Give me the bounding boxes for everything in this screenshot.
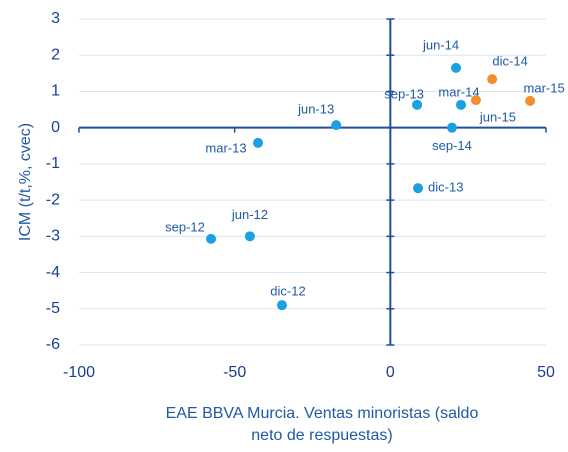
- point: [244, 231, 255, 242]
- point: [456, 99, 467, 110]
- point: [470, 95, 481, 106]
- point-label: mar-14: [438, 84, 479, 99]
- point: [276, 300, 287, 311]
- y-tick-label: -2: [46, 191, 60, 208]
- point: [446, 122, 457, 133]
- point-label: jun-14: [422, 37, 459, 52]
- point-label: sep-14: [432, 138, 472, 153]
- point-label: sep-12: [165, 219, 205, 234]
- y-tick-label: 2: [51, 46, 60, 63]
- y-tick-label: -4: [46, 264, 60, 281]
- point-label: jun-13: [297, 102, 334, 117]
- point: [206, 233, 217, 244]
- point-label: jun-12: [231, 207, 268, 222]
- point-label: jun-15: [479, 110, 516, 125]
- point: [451, 62, 462, 73]
- y-tick-label: 3: [51, 10, 60, 27]
- y-tick-label: -3: [46, 228, 60, 245]
- x-tick-label: 0: [386, 364, 395, 381]
- point: [487, 74, 498, 85]
- point-label: sep-13: [384, 86, 424, 101]
- y-axis-title: ICM (t/t,%, cvec): [17, 123, 34, 241]
- point-label: dic-14: [492, 54, 527, 69]
- x-axis-title: EAE BBVA Murcia. Ventas minoristas (sald…: [165, 405, 479, 444]
- y-tick-label: -5: [46, 300, 60, 317]
- y-tick-label: 0: [51, 119, 60, 136]
- point: [525, 95, 536, 106]
- y-tick-label: -6: [46, 336, 60, 353]
- point-label: mar-15: [524, 80, 565, 95]
- point-label: mar-13: [205, 140, 246, 155]
- point-label: dic-13: [428, 180, 463, 195]
- x-tick-label: -50: [223, 364, 246, 381]
- point: [412, 99, 423, 110]
- point-label: dic-12: [270, 284, 305, 299]
- y-tick-label: -1: [46, 155, 60, 172]
- point: [331, 120, 342, 131]
- y-tick-label: 1: [51, 83, 60, 100]
- point: [253, 137, 264, 148]
- x-tick-label: -100: [63, 364, 95, 381]
- point: [413, 183, 424, 194]
- x-tick-label: 50: [537, 364, 555, 381]
